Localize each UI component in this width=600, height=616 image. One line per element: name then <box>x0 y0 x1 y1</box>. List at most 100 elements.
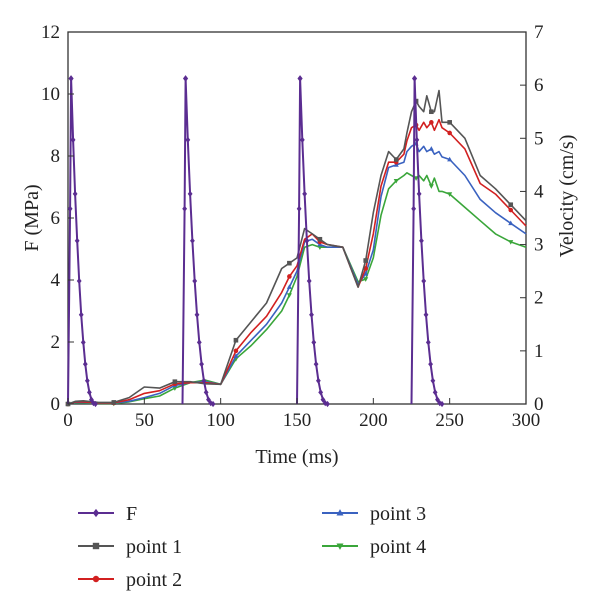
legend-label-point-4: point 4 <box>370 536 426 558</box>
F-data-point <box>74 237 80 244</box>
F-data-point <box>201 377 207 384</box>
legend-item-point-1: point 1 <box>78 536 182 558</box>
F-data-point <box>76 277 82 285</box>
F-data-point <box>203 389 209 396</box>
x-tick-label: 100 <box>206 410 235 431</box>
data-point-point-3 <box>428 146 434 151</box>
legend-item-point-2: point 2 <box>78 569 182 591</box>
x-tick-label: 250 <box>435 410 464 431</box>
F-data-point <box>182 205 188 212</box>
data-point-point-2 <box>233 348 239 354</box>
legend-label-F: F <box>126 503 137 525</box>
data-point-point-4 <box>286 293 292 298</box>
x-tick-label: 50 <box>135 410 154 431</box>
y-right-tick-label: 5 <box>534 128 544 149</box>
x-axis-title: Time (ms) <box>255 446 338 468</box>
data-point-point-3 <box>447 156 453 162</box>
legend-item-point-4: point 4 <box>322 536 426 558</box>
data-point-point-3 <box>363 271 369 276</box>
y-left-tick-label: 8 <box>51 146 61 167</box>
data-point-point-1 <box>447 120 452 125</box>
F-pulse-line <box>181 77 214 405</box>
data-point-point-1 <box>508 202 514 208</box>
y-right-tick-label: 4 <box>534 181 544 202</box>
F-data-point <box>93 400 98 408</box>
legend-label-point-3: point 3 <box>370 503 426 525</box>
data-point-point-2 <box>287 274 292 279</box>
data-point-point-4 <box>393 178 399 184</box>
F-data-point <box>82 361 88 368</box>
F-data-point <box>425 339 431 346</box>
F-data-point <box>320 396 326 403</box>
legend-swatch-marker <box>336 543 344 550</box>
F-pulse-line <box>67 77 96 405</box>
data-point-point-1 <box>172 379 178 384</box>
data-point-point-2 <box>447 130 452 136</box>
y-left-tick-label: 6 <box>51 208 61 229</box>
F-data-point <box>199 361 204 368</box>
y-right-tick-label: 7 <box>534 22 544 43</box>
F-data-point <box>194 311 200 318</box>
F-data-point <box>296 205 302 212</box>
legend-swatch-marker <box>92 542 100 550</box>
F-data-point <box>190 237 195 244</box>
F-data-point <box>416 190 422 197</box>
y-right-tick-label: 0 <box>534 394 544 415</box>
F-data-point <box>70 136 76 143</box>
data-point-point-2 <box>429 120 434 125</box>
y-left-tick-label: 4 <box>51 270 61 291</box>
y-left-tick-label: 12 <box>41 22 60 43</box>
data-point-point-1 <box>393 157 399 162</box>
series-point-3 <box>65 140 527 406</box>
data-point-point-4 <box>317 245 323 250</box>
y-left-tick-label: 2 <box>51 332 61 353</box>
F-peak-point <box>411 75 418 82</box>
x-tick-label: 300 <box>512 410 541 431</box>
F-data-point <box>299 136 305 143</box>
y-right-tick-label: 3 <box>534 235 544 256</box>
data-point-point-1 <box>111 400 117 405</box>
legend-swatch-marker <box>92 508 100 518</box>
y-left-tick-label: 10 <box>41 84 60 105</box>
F-data-point <box>210 400 216 408</box>
F-data-point <box>192 277 198 285</box>
F-data-point <box>421 277 427 285</box>
y-right-axis-title: Velocity (cm/s) <box>556 135 578 258</box>
F-data-point <box>428 361 433 368</box>
F-data-point <box>435 396 440 403</box>
series-point-2 <box>65 118 527 407</box>
data-point-point-3 <box>233 353 239 359</box>
F-data-point <box>196 339 202 346</box>
F-data-point <box>414 136 420 143</box>
F-data-point <box>423 311 429 318</box>
legend-swatch-marker <box>92 575 100 583</box>
F-data-point <box>86 389 92 396</box>
F-peak-point <box>68 75 74 82</box>
F-data-point <box>304 237 310 244</box>
F-data-point <box>309 311 314 318</box>
F-data-point <box>439 400 445 408</box>
data-point-point-2 <box>508 207 514 213</box>
series-point-1 <box>65 89 527 407</box>
y-right-tick-label: 2 <box>534 288 544 309</box>
F-data-point <box>72 190 78 197</box>
F-data-point <box>91 400 96 407</box>
F-data-point <box>208 400 214 407</box>
legend-swatch-marker <box>336 509 344 516</box>
data-point-point-4 <box>363 277 369 282</box>
F-data-point <box>318 389 324 396</box>
F-data-point <box>302 190 308 197</box>
data-point-point-1 <box>429 109 434 115</box>
F-data-point <box>325 400 330 408</box>
F-data-point <box>185 136 191 143</box>
legend-item-F: F <box>78 503 137 525</box>
x-tick-label: 0 <box>63 410 73 431</box>
data-point-point-4 <box>447 192 453 197</box>
data-point-point-4 <box>172 386 178 391</box>
data-point-point-3 <box>286 284 292 289</box>
series-line-point-1 <box>67 89 527 405</box>
series-point-4 <box>65 172 527 407</box>
